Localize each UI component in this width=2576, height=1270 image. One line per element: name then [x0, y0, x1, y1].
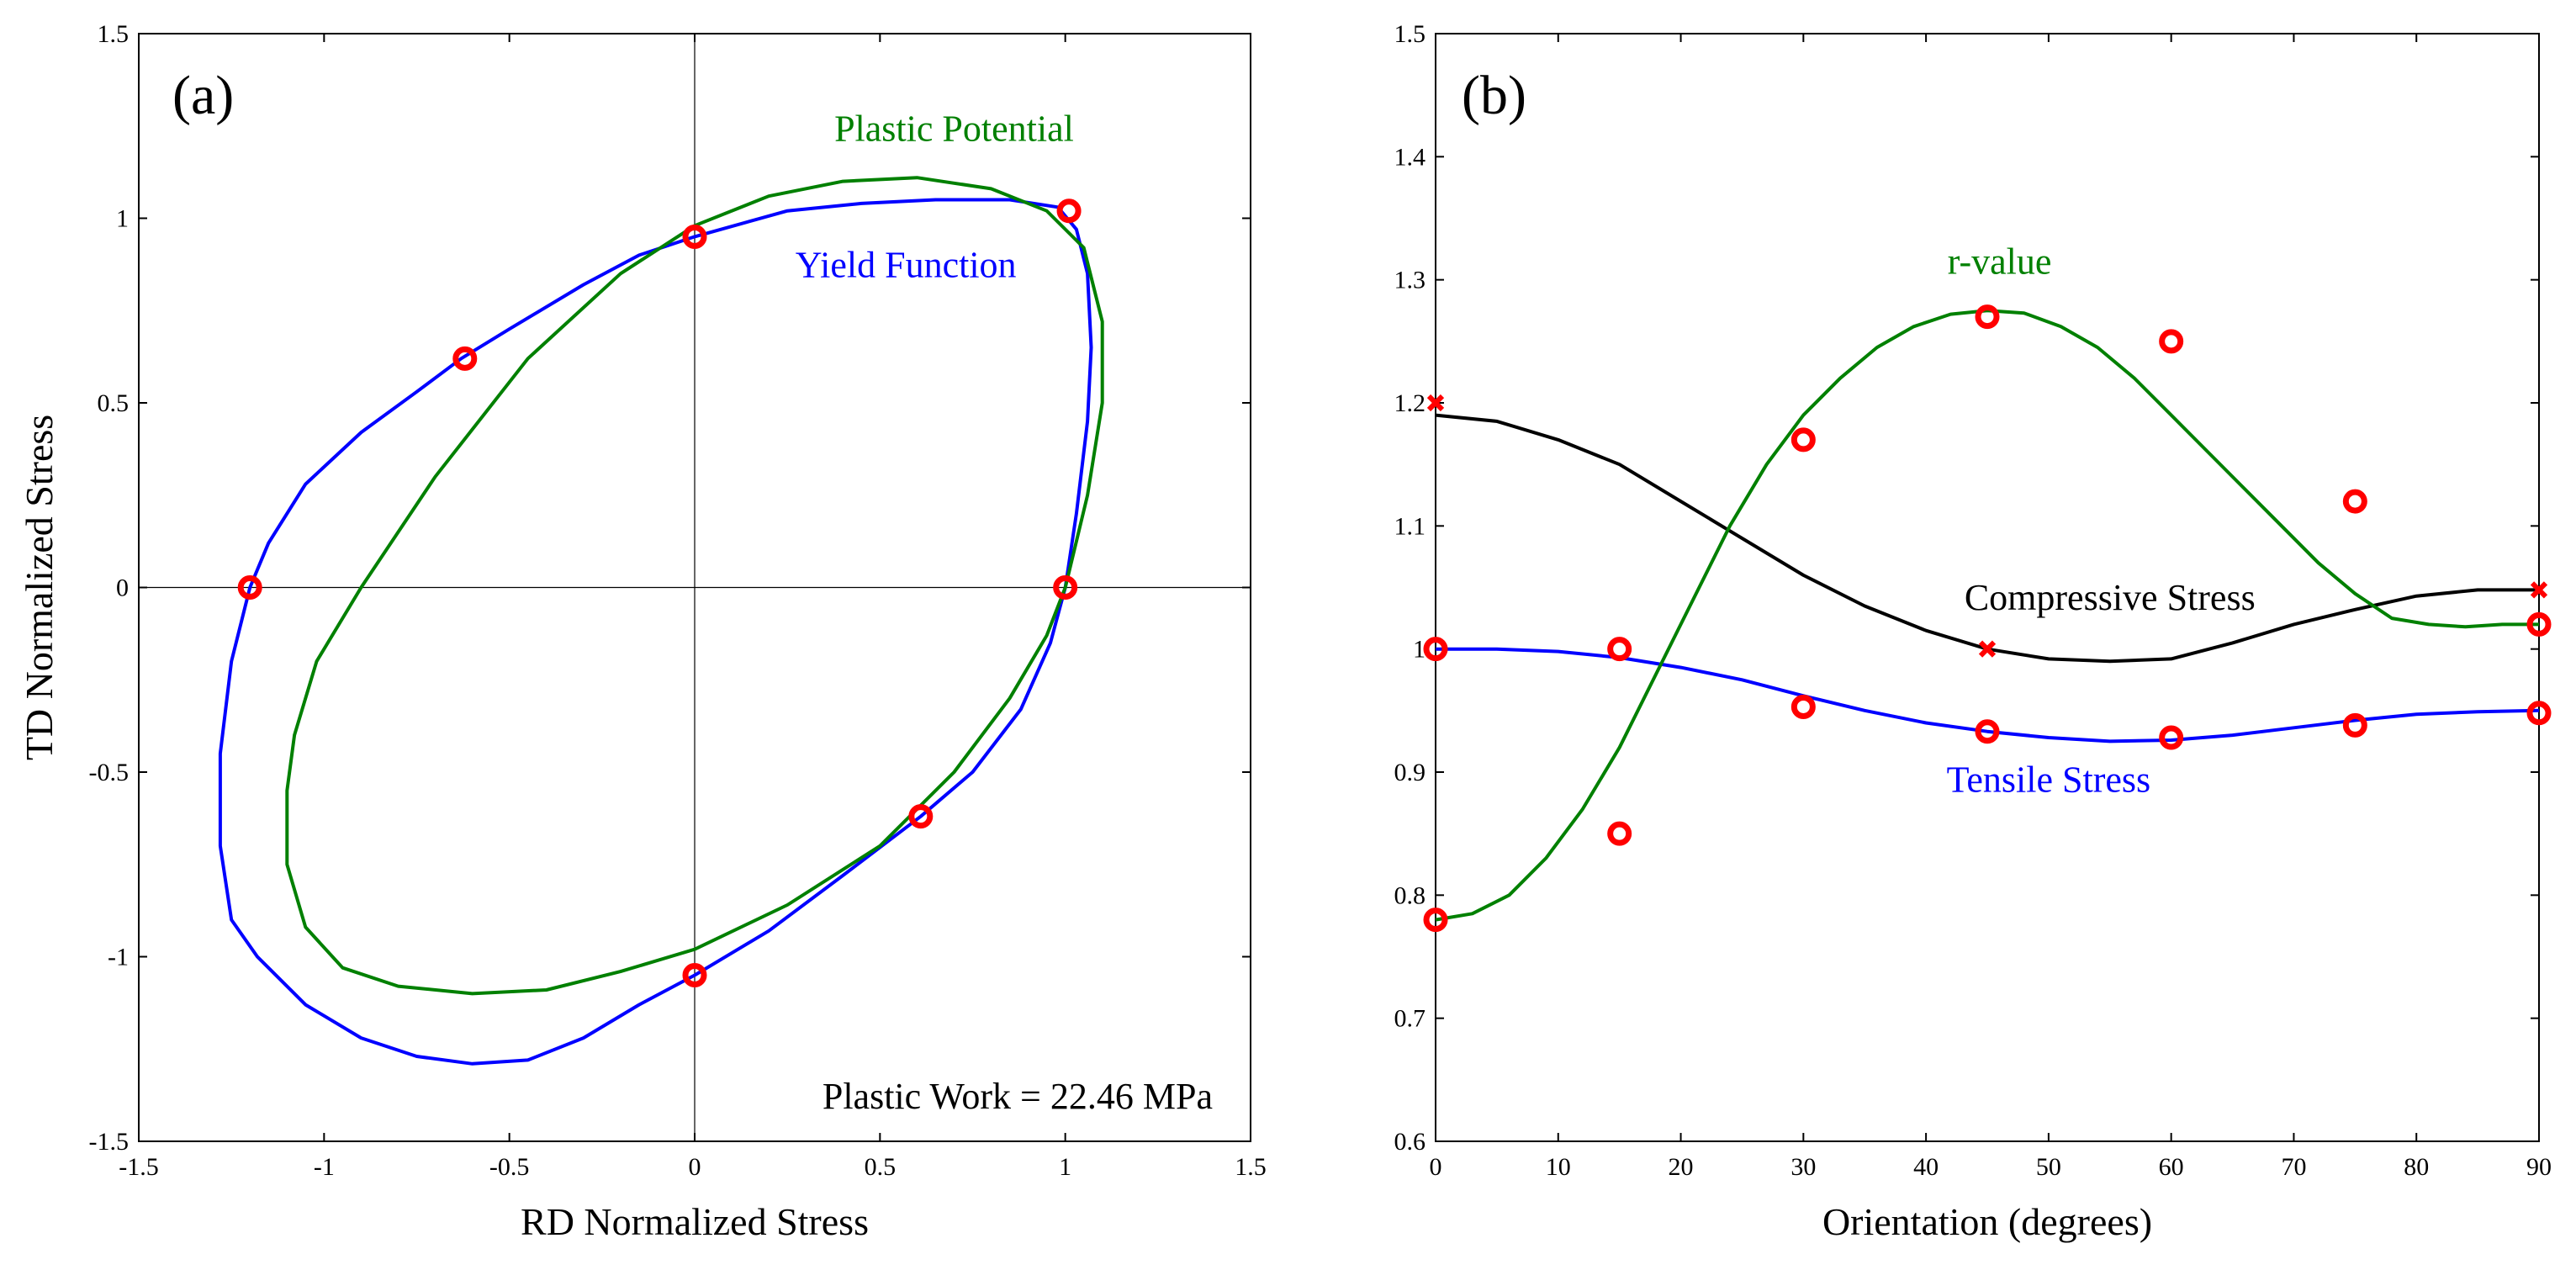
data-point-marker — [682, 962, 707, 987]
x-tick-label: 1.5 — [1235, 1153, 1267, 1181]
data-point-marker — [1975, 719, 2000, 744]
cross-stroke — [1978, 640, 1997, 658]
y-tick-label: 0.9 — [1394, 759, 1426, 786]
data-point-marker — [237, 575, 262, 600]
data-point-marker — [1423, 637, 1448, 662]
cross-stroke — [1426, 394, 1445, 412]
data-point-marker — [1423, 908, 1448, 933]
data-point-marker — [1607, 821, 1632, 846]
data-point-marker — [2342, 489, 2367, 514]
y-tick-label: 1.4 — [1394, 143, 1426, 171]
plastic-potential-label: Plastic Potential — [834, 108, 1074, 149]
panel-b-curve-labels: r-value Compressive Stress Tensile Stress — [1947, 241, 2256, 800]
panel-a-y-axis-label: TD Normalized Stress — [18, 415, 61, 760]
data-point-marker — [682, 224, 707, 249]
y-tick-label: 0.7 — [1394, 1005, 1426, 1033]
x-tick-label: -1 — [314, 1153, 335, 1181]
y-tick-label: 1.3 — [1394, 267, 1426, 294]
y-tick-label: 0.8 — [1394, 881, 1426, 909]
x-tick-label: 10 — [1546, 1153, 1571, 1181]
x-tick-label: 40 — [1913, 1153, 1939, 1181]
x-tick-label: 0 — [689, 1153, 701, 1181]
panel-a-ticks: -1.5 -1 -0.5 0 0.5 1 1.5 -1.5 -1 -0.5 0 0.5 1 1.5 — [89, 20, 1267, 1181]
y-tick-label: 1 — [116, 205, 129, 233]
r-value-label: r-value — [1948, 241, 2052, 282]
x-tick-label: 0 — [1430, 1153, 1442, 1181]
data-point-marker — [2342, 712, 2367, 738]
panel-a-curves — [218, 176, 1104, 1066]
panel-a-markers — [237, 198, 1082, 987]
data-point-marker — [2526, 701, 2552, 726]
tensile-stress-label: Tensile Stress — [1947, 759, 2151, 800]
y-tick-label: 1.2 — [1394, 389, 1426, 417]
x-tick-label: -1.5 — [119, 1153, 159, 1181]
compressive-point-marker — [1978, 640, 1997, 658]
x-tick-label: 60 — [2159, 1153, 2184, 1181]
data-point-marker — [908, 804, 934, 829]
panel-b-label: (b) — [1462, 65, 1526, 126]
cross-stroke — [2530, 581, 2548, 599]
r-value-curve — [1435, 309, 2539, 922]
y-tick-label: 0.5 — [98, 389, 130, 417]
y-tick-label: -0.5 — [89, 759, 130, 786]
panel-b-ticks: 0 10 20 30 40 50 60 70 80 90 0.6 0.7 0.8 0.9 1 1.1 1.2 1.… — [1394, 20, 2552, 1181]
x-tick-label: 70 — [2281, 1153, 2306, 1181]
plastic-potential-curve — [285, 176, 1104, 996]
x-tick-label: 90 — [2526, 1153, 2552, 1181]
plastic-work-annotation: Plastic Work = 22.46 MPa — [823, 1076, 1213, 1117]
data-point-marker — [2159, 329, 2184, 354]
panel-a-curve-labels: Plastic Potential Yield Function — [796, 108, 1074, 285]
panel-b-chart: 0 10 20 30 40 50 60 70 80 90 0.6 0.7 0.8 0.9 1 1.1 1.2 1.… — [1394, 20, 2552, 1243]
data-point-marker — [2526, 611, 2552, 637]
x-tick-label: 1 — [1059, 1153, 1071, 1181]
panel-a-x-axis-label: RD Normalized Stress — [521, 1200, 869, 1243]
panel-b-markers — [1423, 304, 2552, 933]
data-point-marker — [452, 346, 478, 371]
y-tick-label: -1.5 — [89, 1128, 130, 1156]
y-tick-label: 1.5 — [1394, 20, 1426, 48]
y-tick-label: 0 — [116, 574, 129, 602]
panel-a-label: (a) — [172, 65, 234, 126]
x-tick-label: 0.5 — [865, 1153, 897, 1181]
y-tick-label: -1 — [108, 944, 129, 971]
data-point-marker — [1053, 575, 1078, 600]
compressive-point-marker — [1426, 394, 1445, 412]
x-tick-label: 50 — [2036, 1153, 2061, 1181]
data-point-marker — [1975, 304, 2000, 330]
panel-b-x-axis-label: Orientation (degrees) — [1822, 1200, 2152, 1243]
x-tick-label: 80 — [2404, 1153, 2429, 1181]
x-tick-label: 30 — [1791, 1153, 1816, 1181]
y-tick-label: 0.6 — [1394, 1128, 1426, 1156]
panel-a-chart: -1.5 -1 -0.5 0 0.5 1 1.5 -1.5 -1 -0.5 0 0.5 1 1.5 Pla… — [18, 20, 1267, 1243]
data-point-marker — [1607, 637, 1632, 662]
yield-function-label: Yield Function — [796, 245, 1017, 286]
compressive-point-marker — [2530, 581, 2548, 599]
compressive-stress-label: Compressive Stress — [1965, 577, 2256, 618]
y-tick-label: 1 — [1413, 636, 1426, 664]
data-point-marker — [2159, 725, 2184, 750]
y-tick-label: 1.1 — [1394, 512, 1426, 540]
x-tick-label: 20 — [1669, 1153, 1694, 1181]
y-tick-label: 1.5 — [98, 20, 130, 48]
data-point-marker — [1056, 198, 1082, 224]
data-point-marker — [1791, 427, 1816, 452]
x-tick-label: -0.5 — [489, 1153, 530, 1181]
data-point-marker — [1791, 694, 1816, 719]
